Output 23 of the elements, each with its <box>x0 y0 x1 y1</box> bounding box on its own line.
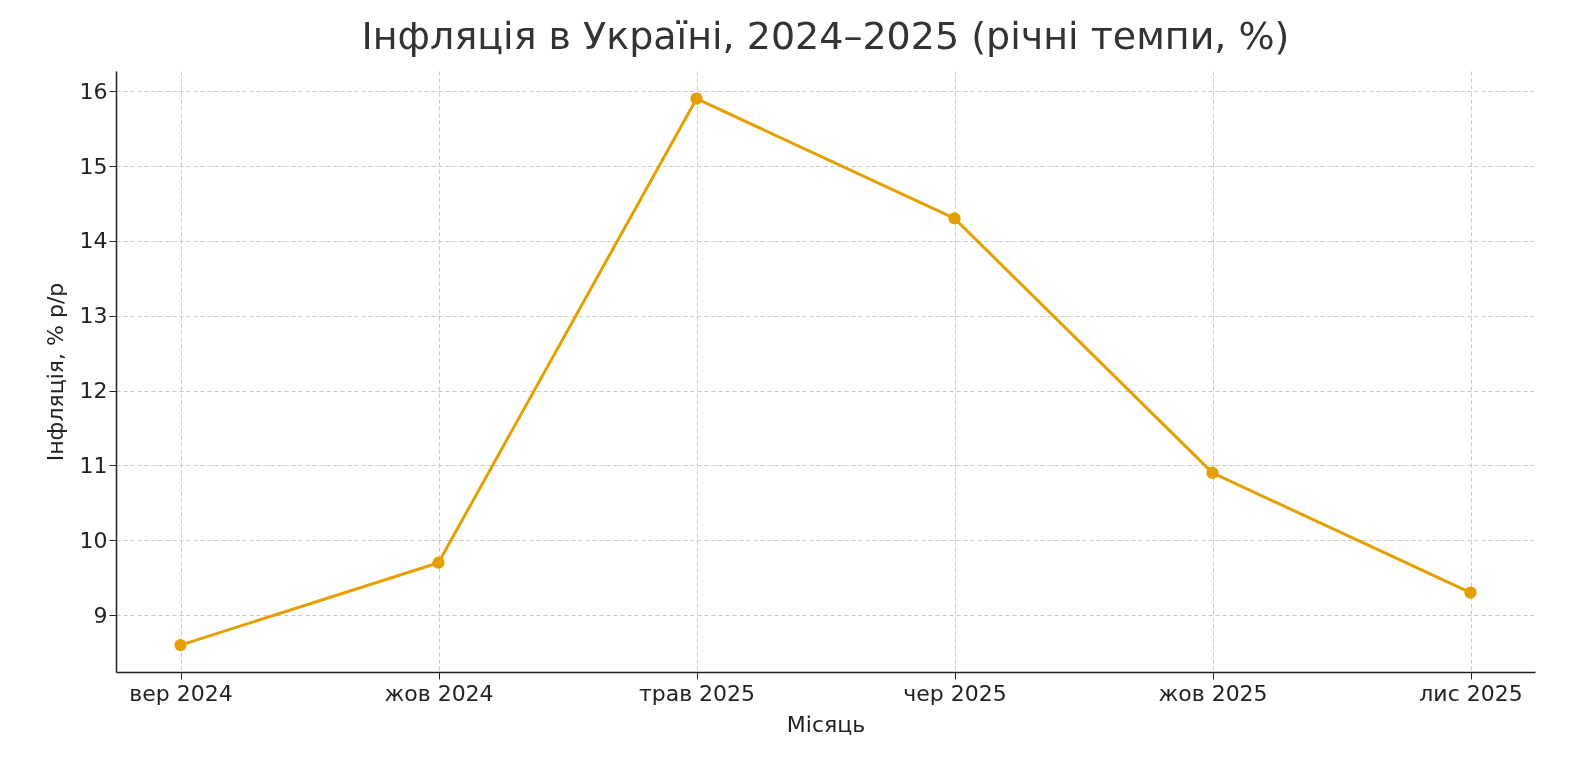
x-tick-label: лис 2025 <box>1419 680 1523 706</box>
y-axis-title: Інфляція, % р/р <box>42 282 68 462</box>
point <box>948 212 961 225</box>
x-tick-label: трав 2025 <box>638 680 756 706</box>
x-tick-label: чер 2025 <box>903 680 1007 706</box>
y-tick-label: 11 <box>79 452 108 478</box>
y-tick-label: 15 <box>79 153 108 179</box>
x-tick-label: вер 2024 <box>129 680 233 706</box>
y-tick-label: 12 <box>79 378 108 404</box>
x-tick-label: жов 2025 <box>1158 680 1268 706</box>
point <box>1464 586 1477 599</box>
point <box>690 92 703 105</box>
chart-title: Інфляція в Україні, 2024–2025 (річні темпи, %) <box>361 14 1290 58</box>
y-tick-label: 13 <box>79 303 108 329</box>
y-tick-label: 16 <box>79 78 108 104</box>
point <box>174 638 187 652</box>
x-axis-title: Місяць <box>786 711 866 737</box>
y-tick-label: 10 <box>79 527 108 553</box>
y-tick-label: 9 <box>93 602 108 628</box>
point <box>1206 466 1219 480</box>
y-tick-label: 14 <box>79 228 108 254</box>
point <box>432 556 445 569</box>
x-tick-label: жов 2024 <box>384 680 494 706</box>
